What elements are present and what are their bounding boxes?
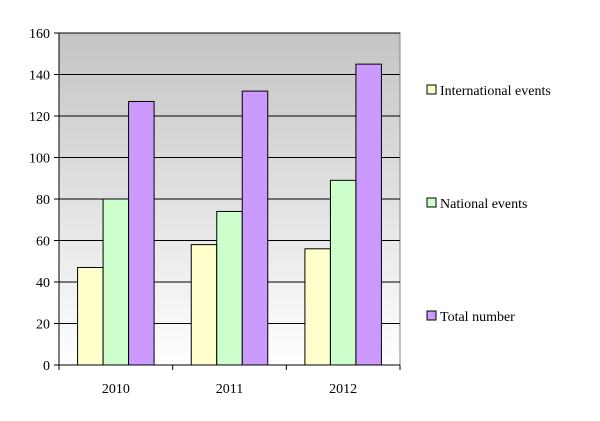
y-tick-label: 20 [36,318,50,333]
bar-national-events-2010 [102,198,130,366]
legend-label: International events [440,84,551,99]
legend-swatch [426,197,437,208]
bar-total-number-2010 [128,100,155,366]
y-tick-label: 40 [36,276,50,291]
y-tick-label: 80 [36,193,50,208]
y-tick-label: 60 [36,235,50,250]
bar-national-events-2012 [329,179,357,366]
bar-national-events-2011 [216,210,243,366]
bars [77,63,382,366]
x-category-label: 2011 [216,382,243,397]
y-tick-label: 100 [29,152,50,167]
bar-international-events-2012 [304,248,331,366]
legend-label: Total number [440,310,515,325]
bar-total-number-2012 [355,63,382,366]
y-tick-label: 140 [29,69,50,84]
bar-international-events-2010 [77,266,104,366]
legend: International events National events Total… [426,84,551,325]
y-tick-label: 160 [29,27,50,42]
legend-swatch [426,84,437,95]
bar-total-number-2011 [241,90,269,366]
y-tick-label: 0 [43,359,50,374]
x-category-label: 2012 [329,382,357,397]
legend-swatch [426,310,437,321]
y-tick-label: 120 [29,110,50,125]
axes: 0 20 40 60 80 100 120 140 160 2010 2011 2012 [29,27,401,397]
legend-label: National events [440,197,527,212]
bar-international-events-2011 [190,244,218,366]
x-category-label: 2010 [102,382,130,397]
